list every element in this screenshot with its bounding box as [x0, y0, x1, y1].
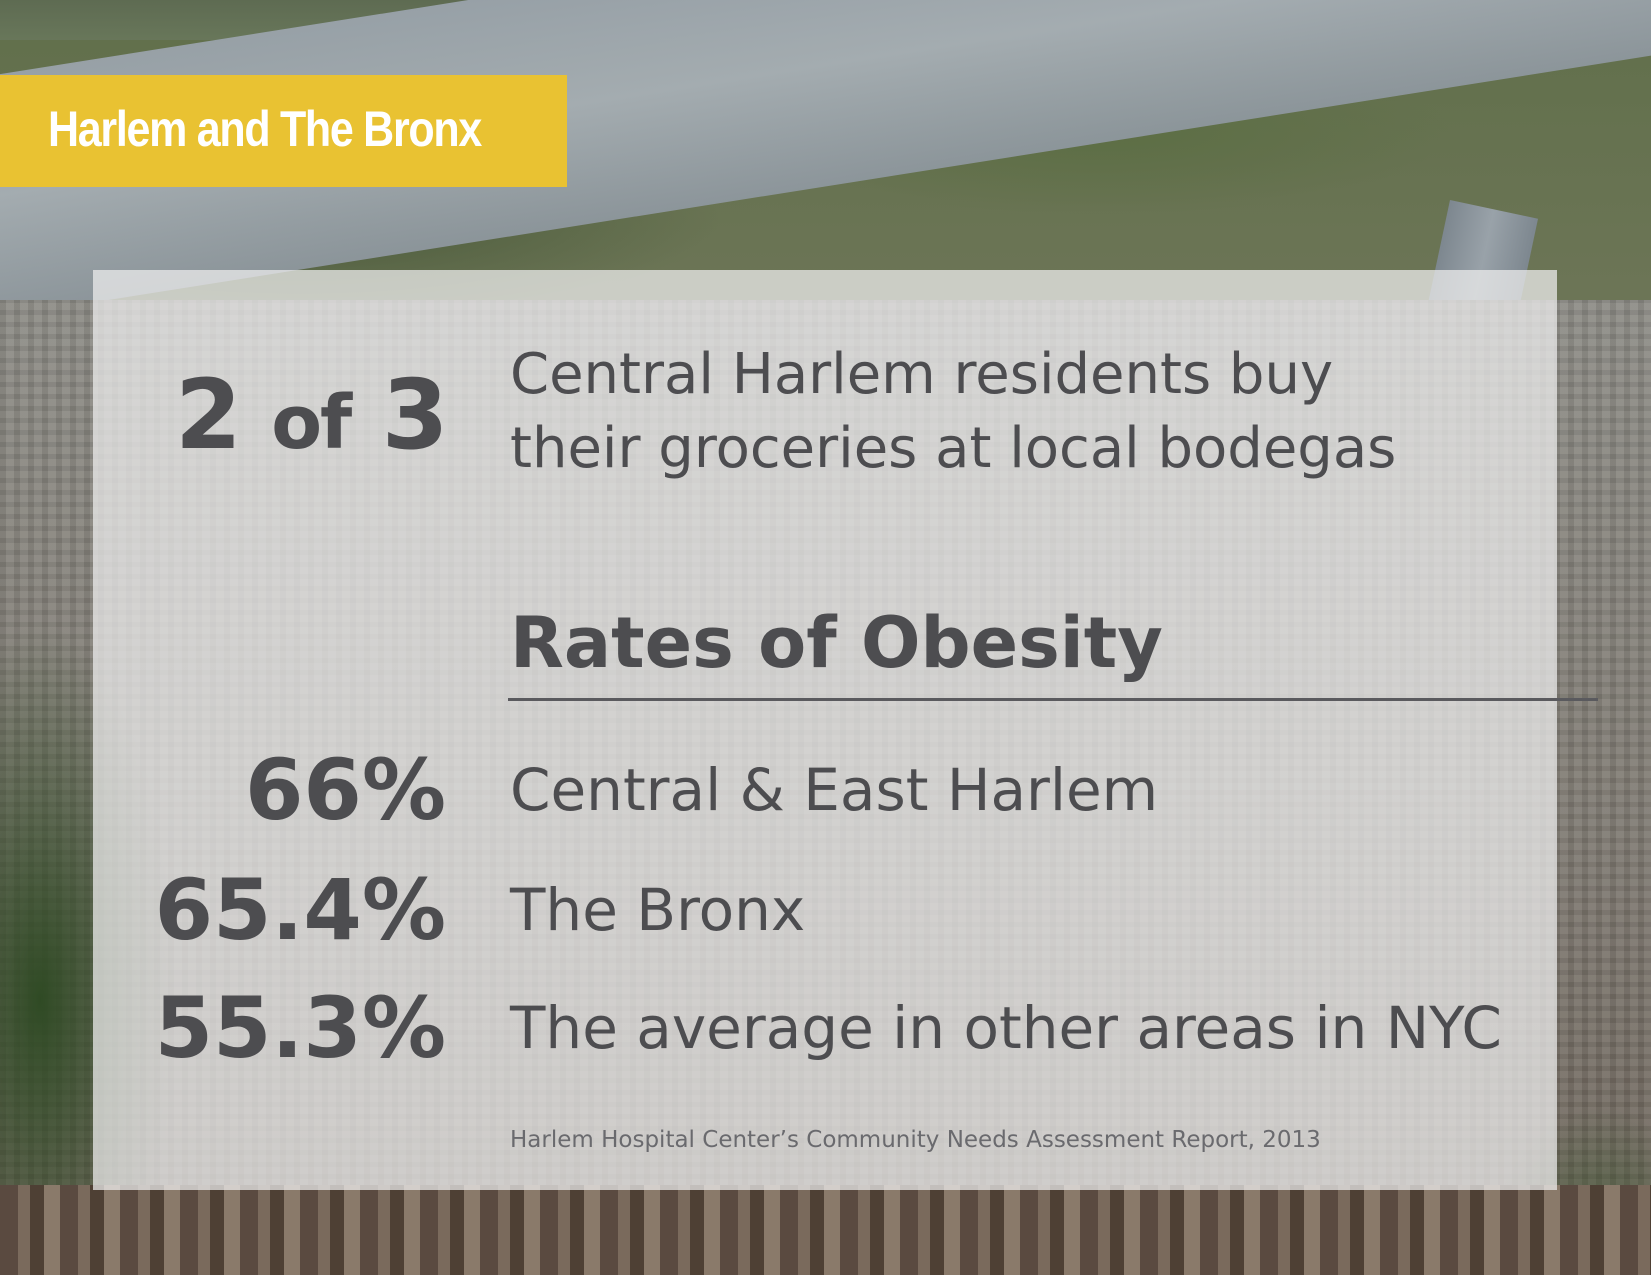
- rate-value-bronx: 65.4%: [154, 861, 446, 959]
- obesity-section-title: Rates of Obesity: [510, 602, 1163, 684]
- background-rooftops: [0, 1185, 1651, 1275]
- bodega-statement: Central Harlem residents buy their groce…: [510, 338, 1520, 486]
- source-citation: Harlem Hospital Center’s Community Needs…: [510, 1127, 1321, 1153]
- rate-value-nyc-average: 55.3%: [154, 979, 446, 1077]
- rate-label-bronx: The Bronx: [510, 876, 806, 944]
- bodega-statement-line-2: their groceries at local bodegas: [510, 416, 1397, 481]
- rate-label-central-east-harlem: Central & East Harlem: [510, 756, 1159, 824]
- banner-title: Harlem and The Bronx: [48, 101, 482, 157]
- bodega-statistic: 2 of 3: [175, 359, 449, 478]
- info-panel: [93, 270, 1557, 1190]
- bodega-statement-line-1: Central Harlem residents buy: [510, 342, 1334, 407]
- stat-total-number: 3: [381, 359, 449, 471]
- stat-of-word: of: [271, 380, 352, 466]
- stat-main-number: 2: [175, 359, 242, 471]
- title-banner: Harlem and The Bronx: [0, 75, 567, 187]
- section-divider: [508, 698, 1598, 701]
- rate-value-central-east-harlem: 66%: [244, 741, 446, 839]
- rate-label-nyc-average: The average in other areas in NYC: [510, 994, 1502, 1062]
